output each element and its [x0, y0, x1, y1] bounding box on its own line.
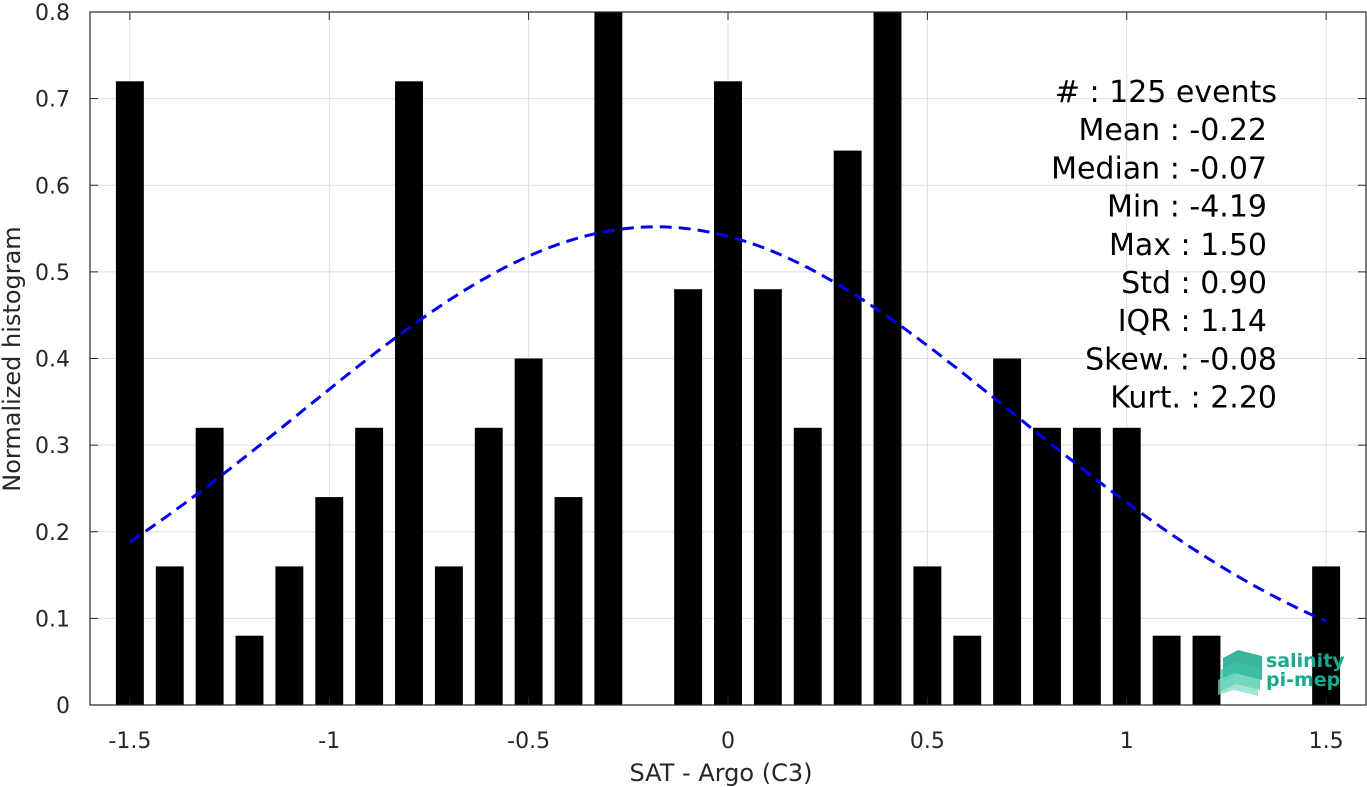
histogram-bar	[793, 427, 822, 705]
histogram-bar	[1192, 635, 1221, 705]
y-tick-label: 0.6	[35, 174, 70, 199]
y-tick-label: 0	[56, 694, 70, 719]
stat-line: Kurt. : 2.20	[1110, 381, 1277, 416]
logo-text-pimep: pi-mep	[1266, 669, 1340, 691]
histogram-bars	[115, 12, 1341, 706]
histogram-bar	[953, 635, 982, 705]
stat-line: Std : 0.90	[1121, 266, 1267, 301]
histogram-bar	[434, 566, 463, 705]
stat-line: Min : -4.19	[1107, 190, 1267, 225]
histogram-bar	[674, 289, 703, 705]
histogram-bar	[1033, 427, 1061, 705]
x-axis-title: SAT - Argo (C3)	[630, 759, 813, 787]
x-tick-label: 1.5	[1309, 729, 1344, 754]
x-tick-label: 0.5	[910, 729, 945, 754]
y-tick-label: 0.7	[35, 88, 70, 113]
histogram-bar	[1072, 427, 1101, 705]
x-tick-label: -1.5	[108, 729, 151, 754]
y-tick-label: 0.2	[35, 521, 70, 546]
y-tick-label: 0.3	[35, 434, 70, 459]
histogram-bar	[195, 427, 224, 705]
stat-line: # : 125 events	[1055, 75, 1277, 110]
x-tick-label: 0	[721, 729, 735, 754]
histogram-bar	[993, 358, 1022, 705]
histogram-bar	[594, 12, 623, 705]
stat-line: Max : 1.50	[1109, 228, 1267, 263]
histogram-bar	[474, 427, 503, 705]
histogram-bar	[554, 497, 583, 705]
stat-line: Mean : -0.22	[1078, 113, 1267, 148]
histogram-bar	[1152, 635, 1181, 705]
gaussian-fit-curve	[129, 225, 1327, 623]
salinity-pimep-logo: salinity pi-mep	[1218, 650, 1345, 696]
histogram-bar	[1112, 427, 1141, 705]
histogram-bar	[753, 289, 782, 705]
x-tick-label: -1	[318, 729, 340, 754]
histogram-bar	[514, 358, 543, 705]
stat-line: Skew. : -0.08	[1085, 342, 1277, 377]
stat-line: Median : -0.07	[1051, 151, 1267, 186]
histogram-bar	[155, 566, 184, 705]
histogram-bar	[235, 635, 264, 705]
x-tick-label: 1	[1120, 729, 1134, 754]
histogram-bar	[315, 497, 344, 705]
y-tick-label: 0.8	[35, 1, 70, 26]
y-tick-label: 0.1	[35, 607, 70, 632]
histogram-bar	[833, 150, 862, 706]
histogram-bar	[115, 81, 144, 706]
histogram-bar	[275, 566, 304, 705]
y-axis-ticks: 0 0.1 0.2 0.3 0.4 0.5 0.6 0.7 0.8	[35, 1, 1366, 719]
x-axis-ticks: -1.5 -1 -0.5 0 0.5 1 1.5	[108, 12, 1344, 754]
x-tick-label: -0.5	[507, 729, 550, 754]
logo-text-salinity: salinity	[1266, 650, 1345, 672]
waves-icon	[1218, 650, 1262, 696]
y-tick-label: 0.5	[35, 261, 70, 286]
y-tick-label: 0.4	[35, 348, 70, 373]
histogram-bar	[1312, 566, 1341, 705]
y-axis-title: Normalized histogram	[0, 226, 26, 491]
histogram-bar	[714, 81, 742, 706]
histogram-bar	[355, 427, 384, 705]
histogram-bar	[913, 566, 942, 705]
histogram-bar	[395, 81, 423, 706]
stat-line: IQR : 1.14	[1118, 304, 1267, 339]
histogram-bar	[873, 12, 902, 705]
